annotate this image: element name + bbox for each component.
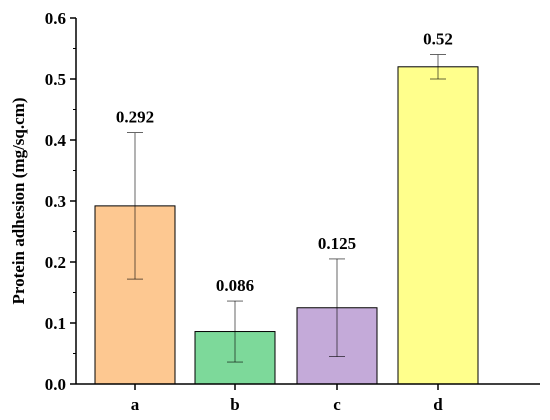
data-label-d: 0.52 [423, 30, 453, 49]
x-tick-label-a: a [131, 395, 140, 414]
axes-layer: a b c d 0.0 0.1 0.2 0.3 0.4 0.5 0.6 [45, 9, 540, 414]
x-tick-label-c: c [333, 395, 341, 414]
x-tick-label-b: b [230, 395, 239, 414]
y-axis-title: Protein adhesion (mg/sq.cm) [9, 98, 28, 305]
y-tick-label-4: 0.4 [45, 131, 67, 150]
data-label-b: 0.086 [216, 276, 254, 295]
error-bars-layer [127, 54, 446, 363]
y-tick-label-1: 0.1 [45, 314, 66, 333]
y-tick-label-6: 0.6 [45, 9, 66, 28]
data-label-a: 0.292 [116, 108, 154, 127]
y-tick-label-0: 0.0 [45, 375, 66, 394]
y-tick-label-2: 0.2 [45, 253, 66, 272]
data-labels-layer: 0.292 0.086 0.125 0.52 [116, 30, 453, 295]
x-tick-label-d: d [433, 395, 443, 414]
data-label-c: 0.125 [318, 234, 356, 253]
y-tick-label-3: 0.3 [45, 192, 66, 211]
y-tick-label-5: 0.5 [45, 70, 66, 89]
bar-d [397, 66, 479, 385]
